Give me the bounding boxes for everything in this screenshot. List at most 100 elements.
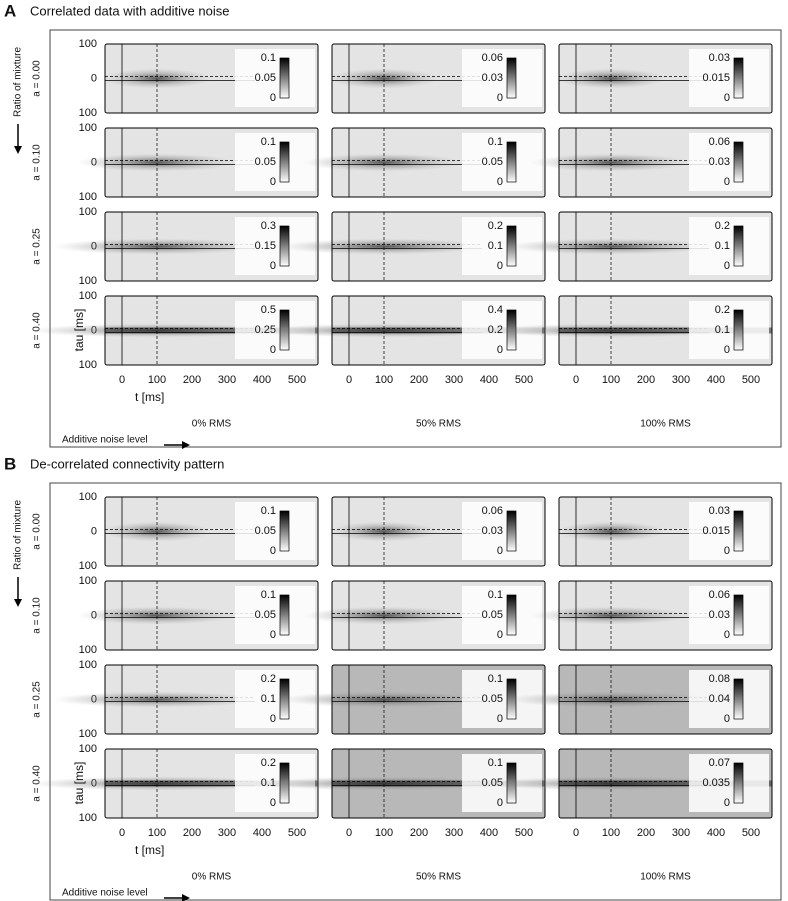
y-tick-label: 0 <box>91 525 97 537</box>
heatmap-frame <box>558 748 773 819</box>
colorbar-tick-label: 0 <box>724 797 730 809</box>
colorbar <box>279 141 290 183</box>
colorbar <box>733 225 744 267</box>
colorbar-tick-label: 0 <box>270 344 276 356</box>
x-tick-label: 300 <box>445 827 463 839</box>
column-label: 50% RMS <box>416 872 461 883</box>
heatmap-frame <box>104 43 319 114</box>
colorbar-tick-label: 0 <box>724 344 730 356</box>
colorbar-tick-label: 0.1 <box>488 589 503 601</box>
y-tick-label: 100 <box>79 659 97 671</box>
heatmap-blob <box>304 606 464 625</box>
heatmap-frame <box>558 43 773 114</box>
colorbar <box>506 141 517 183</box>
row-label: a = 0.10 <box>32 597 43 634</box>
colorbar-tick-label: 0.03 <box>709 609 730 621</box>
colorbar-tick-label: 0.06 <box>709 589 730 601</box>
colorbar-bg <box>235 502 315 560</box>
heatmap: 0.06 0.03 0 <box>329 496 546 567</box>
colorbar-tick-label: 0.1 <box>488 673 503 685</box>
heatmap-blob <box>531 606 691 625</box>
colorbar-tick-label: 0 <box>724 545 730 557</box>
colorbar-tick-label: 0.06 <box>709 136 730 148</box>
arrow-head <box>14 146 22 154</box>
heatmap: 0.1 0.05 0 <box>102 496 319 567</box>
panel-title: Correlated data with additive noise <box>30 3 229 18</box>
x-tick-label: 500 <box>742 374 760 386</box>
colorbar-tick-label: 0 <box>270 713 276 725</box>
heatmap: 0.06 0.03 0 <box>329 43 546 114</box>
heatmap: 0.1 0.05 0 <box>77 127 319 198</box>
x-tick-label: 0 <box>119 374 125 386</box>
colorbar-tick-label: 0.2 <box>715 304 730 316</box>
heatmap-frame <box>331 496 546 567</box>
colorbar-tick-label: 0 <box>497 92 503 104</box>
heatmap-blob <box>556 68 666 89</box>
colorbar-tick-label: 0 <box>497 545 503 557</box>
colorbar <box>733 594 744 636</box>
x-tick-label: 500 <box>515 374 533 386</box>
colorbar-tick-label: 0 <box>724 176 730 188</box>
colorbar-tick-label: 0.1 <box>261 136 276 148</box>
colorbar-tick-label: 0 <box>497 629 503 641</box>
panel-frame <box>49 29 782 448</box>
colorbar <box>733 510 744 552</box>
noise-label: Additive noise level <box>62 435 148 446</box>
colorbar-tick-label: 0 <box>270 260 276 272</box>
heatmap-band <box>559 327 772 334</box>
y-tick-label: 100 <box>79 191 97 203</box>
column-label: 0% RMS <box>192 872 232 883</box>
y-tick-label: 100 <box>79 560 97 572</box>
x-tick-label: 400 <box>253 827 271 839</box>
colorbar-tick-label: 0.08 <box>709 673 730 685</box>
y-tick-label: 100 <box>79 206 97 218</box>
heatmap-blob <box>556 521 666 542</box>
column-label: 50% RMS <box>416 419 461 430</box>
heatmap: 0.1 0.05 0 <box>77 580 319 651</box>
column-label: 100% RMS <box>640 419 691 430</box>
x-tick-label: 100 <box>375 374 393 386</box>
heatmap: 0.2 0.1 0 <box>279 211 546 282</box>
x-tick-label: 0 <box>346 827 352 839</box>
heatmap-frame <box>558 127 773 198</box>
y-tick-label: 100 <box>79 359 97 371</box>
colorbar-tick-label: 0.5 <box>261 304 276 316</box>
colorbar-bg <box>689 217 769 275</box>
row-axis-label: Ratio of mixture <box>13 500 24 570</box>
colorbar-tick-label: 0.2 <box>261 673 276 685</box>
heatmap-frame <box>558 580 773 651</box>
colorbar-tick-label: 0.05 <box>255 609 276 621</box>
colorbar-tick-label: 0 <box>270 92 276 104</box>
colorbar-tick-label: 0.1 <box>715 324 730 336</box>
colorbar-tick-label: 0 <box>497 176 503 188</box>
heatmap-frame <box>331 43 546 114</box>
heatmap-blob <box>102 68 212 89</box>
colorbar-bg <box>689 754 769 812</box>
colorbar <box>733 309 744 351</box>
heatmap-band <box>105 780 318 787</box>
colorbar-tick-label: 0.05 <box>482 693 503 705</box>
x-tick-label: 300 <box>218 827 236 839</box>
x-tick-label: 300 <box>672 374 690 386</box>
x-tick-label: 200 <box>183 827 201 839</box>
x-tick-label: 300 <box>672 827 690 839</box>
y-tick-label: 100 <box>79 491 97 503</box>
colorbar-tick-label: 0 <box>497 797 503 809</box>
colorbar-bg <box>462 133 542 191</box>
y-tick-label: 100 <box>79 107 97 119</box>
panel-frame <box>49 482 782 901</box>
heatmap: 0.08 0.04 0 <box>506 664 773 735</box>
heatmap: 0.3 0.15 0 <box>52 211 319 282</box>
colorbar-tick-label: 0.03 <box>482 525 503 537</box>
colorbar-tick-label: 0.2 <box>261 757 276 769</box>
y-tick-label: 100 <box>79 122 97 134</box>
row-label: a = 0.00 <box>32 513 43 550</box>
heatmap-frame <box>558 295 773 366</box>
row-label: a = 0.00 <box>32 60 43 97</box>
row-label: a = 0.10 <box>32 144 43 181</box>
y-tick-label: 0 <box>91 72 97 84</box>
heatmap: 0.07 0.035 0 <box>481 748 773 819</box>
colorbar-tick-label: 0.03 <box>709 505 730 517</box>
y-tick-label: 100 <box>79 644 97 656</box>
